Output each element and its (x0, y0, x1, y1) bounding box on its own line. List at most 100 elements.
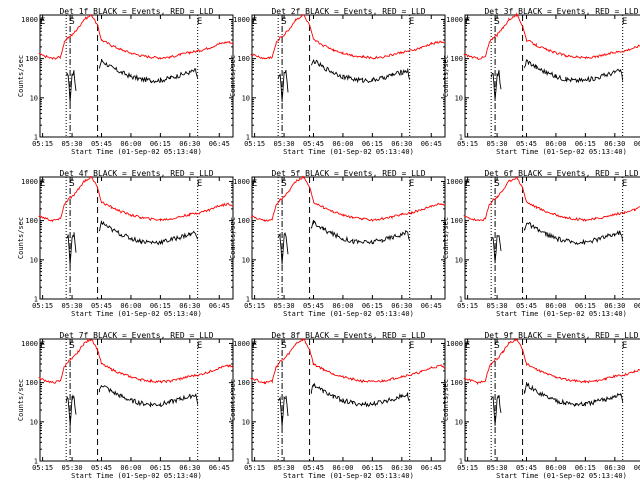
y-tick-label: 100 (450, 217, 463, 225)
panel-title: Det 8f BLACK = Events, RED = LLD (271, 331, 425, 340)
plot-frame (251, 14, 446, 138)
y-tick-label: 100 (450, 55, 463, 63)
plot-frame (251, 176, 446, 300)
x-tick-label: 05:30 (487, 464, 508, 472)
x-tick-label: 05:15 (457, 302, 478, 310)
y-tick-label: 1000 (446, 16, 463, 24)
x-tick-label: 05:45 (91, 140, 112, 148)
y-axis-label: Counts/sec (442, 55, 450, 97)
events-series-line (490, 59, 624, 101)
x-tick-label: 05:30 (274, 302, 295, 310)
y-tick-label: 1 (459, 458, 463, 466)
period-marker-label: S (494, 179, 499, 189)
period-marker-label: E (252, 179, 257, 189)
period-marker-label: E (622, 17, 627, 27)
y-axis-label: Counts/sec (17, 55, 25, 97)
y-tick-label: 1000 (233, 340, 250, 348)
x-tick-label: 05:45 (516, 302, 537, 310)
events-series-line (277, 219, 411, 265)
y-tick-label: 1000 (446, 340, 463, 348)
x-tick-label: 06:45 (209, 302, 230, 310)
detector-panel: Det 4f BLACK = Events, RED = LLD 1 10 100 10… (17, 169, 234, 318)
period-marker-label: S (281, 341, 286, 351)
x-tick-label: 05:30 (274, 140, 295, 148)
panel-title: Det 9f BLACK = Events, RED = LLD (484, 331, 638, 340)
x-tick-label: 06:45 (421, 464, 442, 472)
x-tick-label: 06:00 (545, 464, 566, 472)
y-tick-label: 100 (25, 217, 38, 225)
y-tick-label: 10 (242, 256, 250, 264)
x-tick-label: 06:00 (332, 464, 353, 472)
events-series-line (65, 220, 199, 266)
period-marker-label: E (197, 179, 202, 189)
lld-series-line (250, 175, 446, 223)
period-marker-label: S (494, 17, 499, 27)
x-tick-label: 06:00 (332, 302, 353, 310)
x-tick-label: 06:45 (634, 464, 640, 472)
period-marker-label: E (197, 17, 202, 27)
x-tick-label: 05:45 (91, 302, 112, 310)
x-tick-label: 06:15 (575, 140, 596, 148)
x-tick-label: 06:30 (604, 140, 625, 148)
x-tick-label: 06:00 (545, 140, 566, 148)
panel-title: Det 3f BLACK = Events, RED = LLD (484, 7, 638, 16)
period-marker-label: E (252, 17, 257, 27)
y-tick-label: 100 (25, 379, 38, 387)
y-tick-label: 10 (455, 418, 463, 426)
x-tick-label: 05:15 (32, 302, 53, 310)
period-marker-label: E (622, 341, 627, 351)
y-tick-label: 10 (455, 256, 463, 264)
period-marker-label: S (494, 341, 499, 351)
plot-frame (464, 14, 640, 138)
x-tick-label: 05:30 (274, 464, 295, 472)
x-tick-label: 05:15 (244, 140, 265, 148)
x-tick-label: 05:30 (487, 140, 508, 148)
x-tick-label: 05:15 (457, 464, 478, 472)
detector-panel: Det 2f BLACK = Events, RED = LLD 1 10 100 10… (229, 7, 446, 156)
y-axis-label: Counts/sec (229, 379, 237, 421)
x-axis-label: Start Time (01-Sep-02 05:13:40) (283, 310, 414, 318)
x-tick-label: 05:45 (516, 464, 537, 472)
x-tick-label: 06:30 (391, 302, 412, 310)
events-series-line (490, 222, 624, 264)
x-tick-label: 05:15 (244, 464, 265, 472)
x-tick-label: 05:45 (303, 140, 324, 148)
x-tick-label: 06:30 (391, 464, 412, 472)
x-tick-label: 06:30 (179, 140, 200, 148)
y-tick-label: 100 (25, 55, 38, 63)
x-tick-label: 05:45 (303, 464, 324, 472)
x-axis-label: Start Time (01-Sep-02 05:13:40) (71, 310, 202, 318)
y-axis-label: Counts/sec (17, 379, 25, 421)
x-tick-label: 06:30 (391, 140, 412, 148)
period-marker-label: E (622, 179, 627, 189)
panel-title: Det 1f BLACK = Events, RED = LLD (59, 7, 213, 16)
x-tick-label: 05:30 (62, 302, 83, 310)
x-tick-label: 06:15 (150, 464, 171, 472)
y-tick-label: 10 (30, 256, 38, 264)
x-axis-label: Start Time (01-Sep-02 05:13:40) (283, 472, 414, 480)
x-axis-label: Start Time (01-Sep-02 05:13:40) (496, 148, 627, 156)
lld-series-line (463, 338, 640, 386)
y-tick-label: 1 (34, 296, 38, 304)
x-tick-label: 06:00 (332, 140, 353, 148)
x-tick-label: 06:00 (120, 464, 141, 472)
x-tick-label: 06:30 (604, 302, 625, 310)
plot-frame (39, 176, 234, 300)
y-tick-label: 1 (459, 296, 463, 304)
y-tick-label: 1 (246, 458, 250, 466)
plot-frame (39, 338, 234, 462)
x-tick-label: 06:30 (179, 464, 200, 472)
x-tick-label: 06:45 (634, 140, 640, 148)
lld-series-line (38, 175, 234, 223)
period-marker-label: E (40, 17, 45, 27)
period-marker-label: E (40, 179, 45, 189)
x-tick-label: 05:15 (32, 140, 53, 148)
period-marker-label: E (409, 17, 414, 27)
period-marker-label: S (69, 17, 74, 27)
x-tick-label: 05:45 (303, 302, 324, 310)
x-tick-label: 06:15 (362, 140, 383, 148)
panel-title: Det 4f BLACK = Events, RED = LLD (59, 169, 213, 178)
lld-series-line (463, 176, 640, 222)
period-marker-label: E (409, 341, 414, 351)
x-tick-label: 06:15 (575, 302, 596, 310)
